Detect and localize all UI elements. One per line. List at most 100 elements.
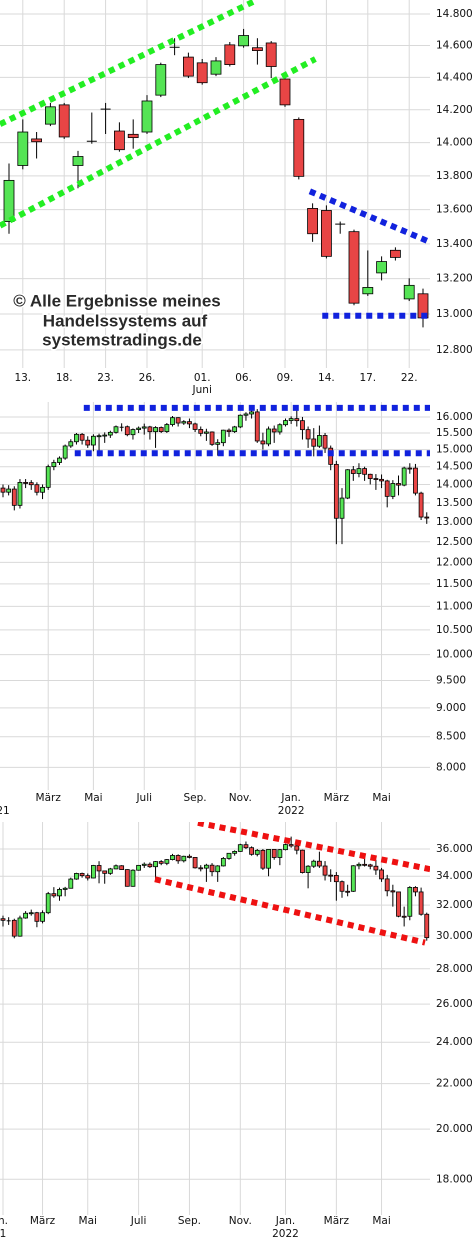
candle-body — [119, 426, 124, 428]
candle-body — [384, 878, 390, 892]
candle-body — [254, 849, 260, 855]
candle-body — [401, 467, 407, 486]
watermark: systemstradings.de — [42, 330, 202, 349]
candle-body — [401, 915, 407, 918]
candle-body — [209, 864, 215, 873]
y-tick-label: 16.000 — [436, 411, 473, 423]
candle-body — [147, 426, 153, 433]
candle-body — [424, 913, 430, 939]
y-tick-label: 10.500 — [436, 624, 473, 636]
x-tick-label: März — [36, 792, 62, 804]
x-tick-label: 17. — [359, 372, 376, 384]
y-tick-label: 13.000 — [436, 308, 473, 320]
candle-body — [153, 861, 158, 868]
candle-body — [328, 447, 334, 465]
y-tick-label: 22.000 — [436, 1078, 473, 1090]
candle-body — [294, 418, 300, 422]
candle-body — [57, 889, 62, 897]
candle-body — [224, 44, 236, 65]
candle-body — [328, 874, 334, 877]
y-tick-label: 9.500 — [436, 674, 466, 686]
candle-body — [339, 881, 345, 892]
candle-body — [345, 890, 351, 893]
candle-body — [203, 864, 209, 869]
candle-body — [300, 420, 305, 431]
candle-body — [237, 844, 243, 852]
candle-body — [288, 844, 294, 847]
candle-body — [389, 249, 401, 258]
candle-body — [51, 893, 57, 897]
candle-body — [209, 431, 215, 445]
x-tick-label: Juli — [135, 792, 152, 804]
candle-body — [79, 433, 85, 441]
x-tick-label: März — [324, 792, 350, 804]
x-tick-label: 26. — [139, 372, 156, 384]
x-tick-label: 14. — [318, 372, 335, 384]
y-tick-label: 8.500 — [436, 731, 466, 743]
candle-body — [136, 427, 142, 430]
y-tick-label: 15.000 — [436, 444, 473, 456]
panel — [0, 402, 430, 790]
y-tick-label: 15.500 — [436, 427, 473, 439]
candle-body — [102, 870, 108, 874]
candle-body — [91, 435, 96, 446]
candle-body — [34, 912, 40, 922]
y-tick-label: 12.800 — [436, 344, 473, 356]
candle-body — [107, 431, 113, 436]
candle-body — [220, 429, 226, 444]
candle-body — [187, 855, 192, 858]
candle-body — [170, 855, 175, 860]
x-sublabel: 1 — [0, 1228, 6, 1240]
candle-body — [288, 418, 294, 421]
candle-body — [17, 131, 29, 166]
candle-body — [249, 847, 255, 855]
y-tick-label: 14.400 — [436, 71, 473, 83]
candle-body — [141, 100, 153, 133]
candle-body — [390, 483, 396, 497]
candle-body — [28, 482, 34, 486]
candle-body — [266, 428, 271, 445]
candle-body — [181, 855, 187, 862]
candle-body — [119, 865, 125, 870]
y-tick-label: 12.000 — [436, 556, 473, 568]
x-tick-label: Juli — [130, 1215, 147, 1227]
candle-body — [362, 287, 374, 295]
candle-body — [0, 918, 6, 921]
candle-body — [31, 138, 43, 143]
y-tick-label: 14.600 — [436, 39, 473, 51]
candle-body — [192, 857, 198, 869]
y-tick-label: 10.000 — [436, 649, 473, 661]
candle-body — [249, 411, 255, 415]
candle-body — [350, 469, 356, 474]
candle-body — [100, 108, 111, 110]
y-tick-label: 32.000 — [436, 899, 473, 911]
x-tick-label: Mai — [84, 792, 102, 804]
candle-body — [198, 867, 204, 870]
candle-body — [379, 478, 384, 482]
trend-line — [154, 876, 426, 946]
candle-body — [86, 140, 97, 142]
candle-body — [226, 852, 232, 859]
candle-body — [11, 919, 17, 937]
candle-body — [362, 468, 368, 475]
candle-body — [367, 473, 373, 479]
candle-body — [175, 417, 181, 424]
candle-body — [181, 421, 187, 424]
candle-body — [232, 426, 238, 433]
candle-body — [294, 845, 300, 851]
candle-body — [418, 492, 424, 518]
candle-body — [283, 420, 288, 426]
candle-body — [350, 865, 356, 892]
y-tick-label: 8.000 — [436, 761, 466, 773]
candle-body — [124, 426, 130, 436]
candle-body — [102, 434, 108, 437]
candle-body — [164, 859, 170, 864]
trend-line — [0, 0, 256, 127]
candle-body — [182, 56, 194, 77]
candle-body — [413, 887, 418, 893]
candle-body — [96, 435, 102, 438]
candle-body — [316, 435, 322, 447]
candle-body — [74, 873, 79, 880]
candle-body — [215, 442, 221, 445]
